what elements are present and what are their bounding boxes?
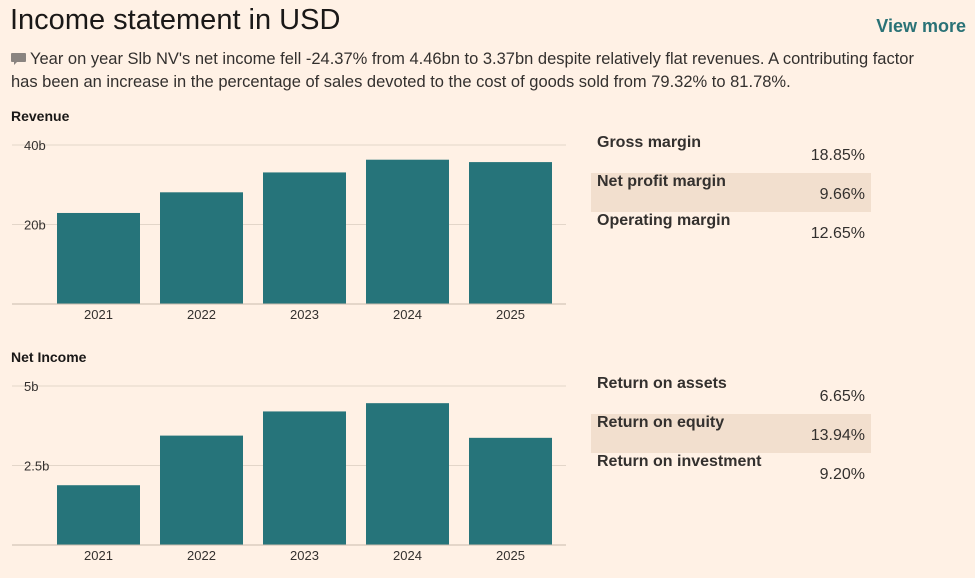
metric-row-return-on-equity: Return on equity 13.94% <box>591 414 871 453</box>
x-tick-label: 2025 <box>496 307 525 322</box>
x-tick-label: 2021 <box>84 307 113 322</box>
metric-row-return-on-investment: Return on investment 9.20% <box>591 453 871 492</box>
y-tick-label: 20b <box>24 218 46 233</box>
y-tick-label: 40b <box>24 138 46 153</box>
metric-value: 12.65% <box>810 225 865 242</box>
x-tick-label: 2024 <box>393 548 422 563</box>
metric-label: Gross margin <box>597 134 702 151</box>
metric-label: Operating margin <box>597 212 731 229</box>
revenue-chart-title: Revenue <box>11 108 70 124</box>
x-tick-label: 2021 <box>84 548 113 563</box>
x-tick-label: 2024 <box>393 307 422 322</box>
summary-text: Year on year Slb NV's net income fell -2… <box>11 48 941 94</box>
margins-table: Gross margin 18.85% Net profit margin 9.… <box>591 134 871 251</box>
metric-value: 6.65% <box>819 388 865 405</box>
metric-value: 9.66% <box>819 186 865 203</box>
x-tick-label: 2023 <box>290 548 319 563</box>
metric-row-operating-margin: Operating margin 12.65% <box>591 212 871 251</box>
bar-2023 <box>263 411 346 545</box>
summary-body: Year on year Slb NV's net income fell -2… <box>11 50 914 91</box>
y-tick-label: 5b <box>24 379 38 394</box>
bar-2024 <box>366 403 449 545</box>
metric-label: Return on investment <box>597 453 762 470</box>
bar-2023 <box>263 172 346 304</box>
metric-value: 13.94% <box>810 427 865 444</box>
metric-label: Net profit margin <box>597 173 726 190</box>
metric-label: Return on equity <box>597 414 725 431</box>
bar-2022 <box>160 435 243 545</box>
net-income-chart-title: Net Income <box>11 349 87 365</box>
bar-2025 <box>469 162 552 304</box>
bar-2024 <box>366 159 449 304</box>
bar-2021 <box>57 212 140 304</box>
bar-2021 <box>57 485 140 545</box>
metric-value: 9.20% <box>819 466 865 483</box>
x-tick-label: 2022 <box>187 307 216 322</box>
metric-label: Return on assets <box>597 375 727 392</box>
bar-2022 <box>160 192 243 304</box>
comment-icon <box>11 53 26 65</box>
y-tick-label: 2.5b <box>24 459 49 474</box>
bar-2025 <box>469 437 552 545</box>
x-tick-label: 2023 <box>290 307 319 322</box>
x-tick-label: 2025 <box>496 548 525 563</box>
x-tick-label: 2022 <box>187 548 216 563</box>
metric-row-net-profit-margin: Net profit margin 9.66% <box>591 173 871 212</box>
revenue-chart: 20b 40b 2021 2022 2023 2024 2025 <box>12 138 566 322</box>
metric-value: 18.85% <box>810 147 865 164</box>
net-income-chart: 2.5b 5b 2021 2022 2023 2024 2025 <box>12 379 566 563</box>
view-more-link[interactable]: View more <box>876 16 966 36</box>
page-title: Income statement in USD <box>10 4 341 36</box>
metric-row-return-on-assets: Return on assets 6.65% <box>591 375 871 414</box>
returns-table: Return on assets 6.65% Return on equity … <box>591 375 871 492</box>
metric-row-gross-margin: Gross margin 18.85% <box>591 134 871 173</box>
